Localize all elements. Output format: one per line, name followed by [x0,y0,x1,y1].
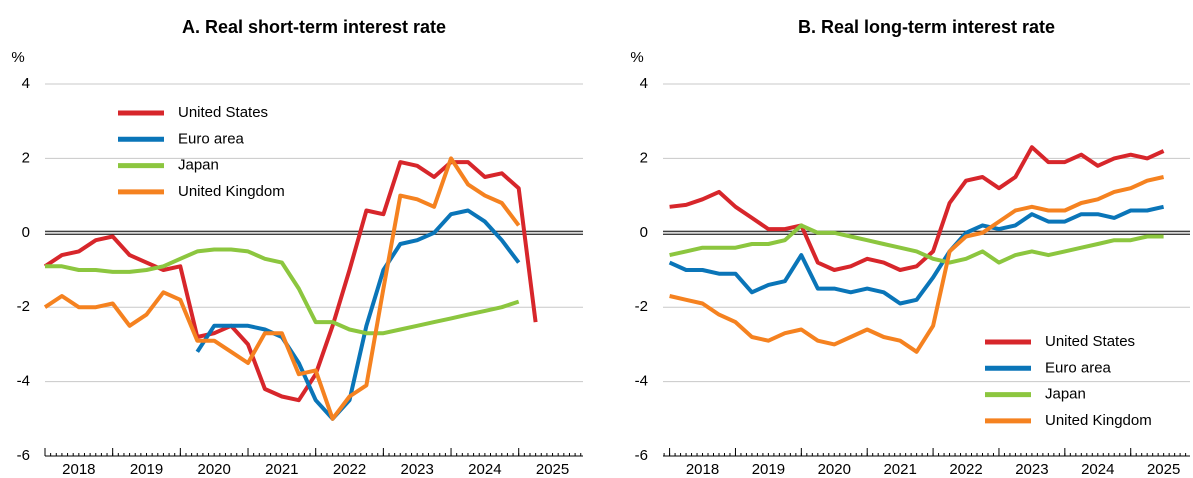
chart-title: A. Real short-term interest rate [182,17,446,37]
x-tick-label: 2024 [1081,461,1114,478]
legend-label: Euro area [1045,359,1112,376]
legend-label: United Kingdom [1045,412,1152,429]
y-tick-label: -6 [635,447,648,464]
y-tick-label: -4 [635,373,648,390]
y-tick-label: -2 [17,298,30,315]
series-line [668,204,1165,306]
y-tick-label: 2 [22,149,30,166]
legend-label: Japan [1045,386,1086,403]
y-tick-label: 0 [22,224,30,241]
y-unit: % [11,49,24,66]
x-tick-label: 2018 [62,461,95,478]
y-tick-label: -6 [17,447,30,464]
x-tick-label: 2021 [265,461,298,478]
series-line [669,175,1165,354]
legend-label: Euro area [178,130,245,147]
legend-label: United States [1045,333,1135,350]
x-tick-label: 2019 [752,461,785,478]
x-tick-label: 2020 [818,461,851,478]
series-line [43,160,538,403]
y-tick-label: -4 [17,373,30,390]
series-line [195,208,521,421]
chart-title: B. Real long-term interest rate [798,17,1055,37]
series-line [669,145,1165,272]
legend-label: United States [178,104,268,121]
y-tick-label: 0 [640,224,648,241]
y-tick-label: 2 [640,149,648,166]
y-tick-label: -2 [635,298,648,315]
legend-label: United Kingdom [178,183,285,200]
x-tick-label: 2023 [1015,461,1048,478]
y-tick-label: 4 [22,75,30,92]
y-tick-label: 4 [640,75,648,92]
x-tick-label: 2018 [686,461,719,478]
series-line [45,247,520,336]
x-tick-label: 2022 [333,461,366,478]
series-line [669,223,1164,265]
y-unit: % [630,49,643,66]
x-tick-label: 2021 [883,461,916,478]
x-tick-label: 2019 [130,461,163,478]
x-tick-label: 2022 [949,461,982,478]
x-tick-label: 2025 [536,461,569,478]
x-tick-label: 2025 [1147,461,1180,478]
series-line [43,156,521,421]
x-tick-label: 2023 [401,461,434,478]
legend-label: Japan [178,157,219,174]
x-tick-label: 2020 [197,461,230,478]
x-tick-label: 2024 [468,461,501,478]
